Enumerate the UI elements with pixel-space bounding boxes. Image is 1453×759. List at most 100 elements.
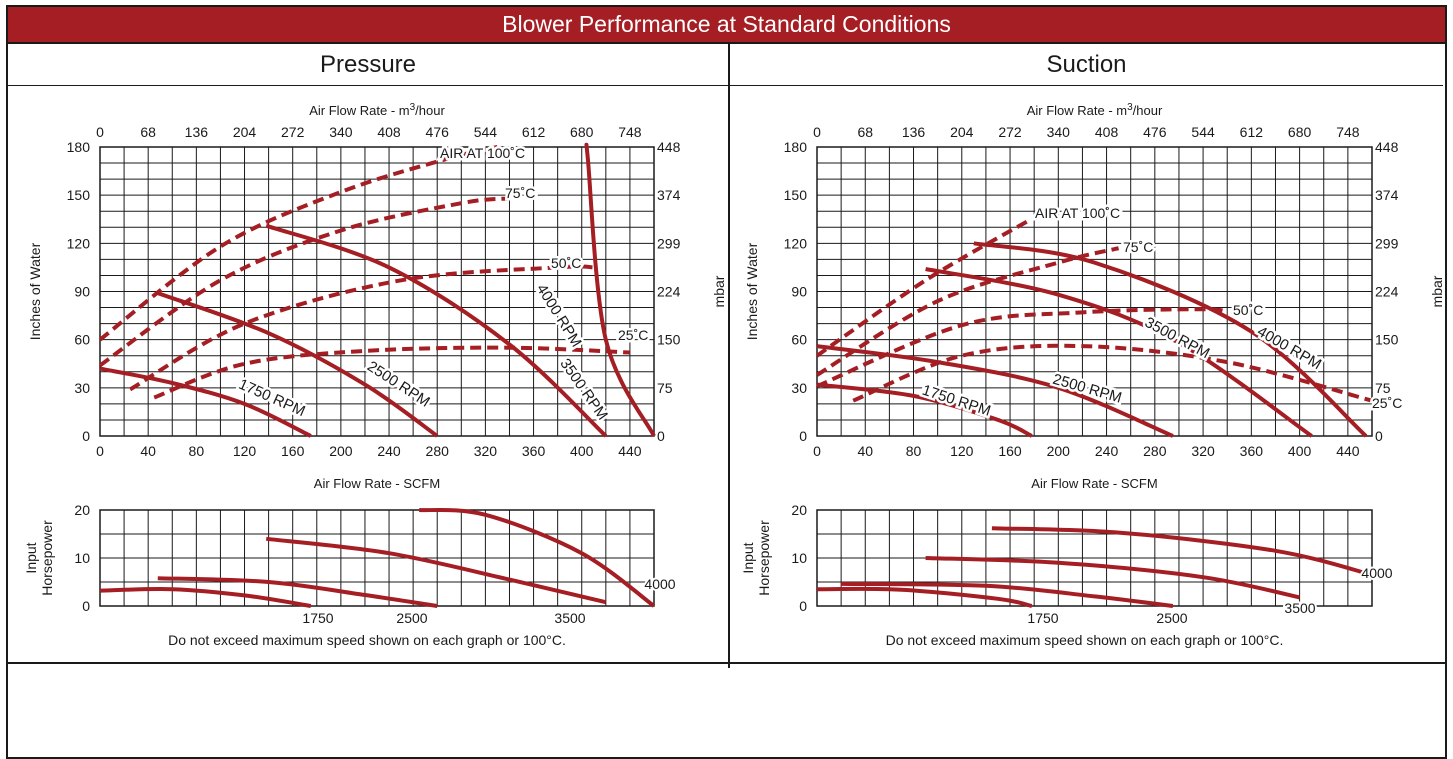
suction-xtick-label: 400	[1288, 443, 1312, 459]
pressure-hp-ylabel-1: Input	[23, 542, 39, 573]
suction-ytick-label: 60	[791, 332, 807, 348]
pressure-y2tick-label: 75	[657, 380, 673, 396]
suction-x-axis-title: Air Flow Rate - SCFM	[1031, 476, 1157, 491]
pressure-hp-series-3500	[265, 536, 607, 605]
suction-series-air-at-100-c	[815, 219, 1030, 358]
suction-x2tick-label: 0	[813, 124, 821, 140]
suction-xtick-label: 440	[1336, 443, 1360, 459]
pressure-x2tick-label: 544	[474, 124, 498, 140]
suction-x2tick-label: 136	[902, 124, 926, 140]
pressure-series-25-c	[153, 345, 630, 400]
pressure-hp-series-1750	[99, 587, 312, 608]
suction-hp-ylabel-1: Input	[740, 542, 756, 573]
pressure-xtick-label: 200	[329, 443, 353, 459]
pressure-x2tick-label: 0	[96, 124, 104, 140]
pressure-xtick-label: 360	[522, 443, 546, 459]
pressure-hp-ytick-label: 10	[74, 550, 90, 566]
suction-hp-border	[816, 509, 1373, 607]
panel-title-suction: Suction	[730, 44, 1443, 86]
suction-x2tick-label: 204	[950, 124, 974, 140]
suction-xtick-label: 80	[906, 443, 922, 459]
pressure-ytick-label: 30	[74, 380, 90, 396]
suction-series-1750-rpm	[816, 382, 1033, 438]
pressure-hp-ylabel-2: Horsepower	[39, 520, 55, 596]
pressure-x2tick-label: 408	[377, 124, 401, 140]
suction-series-2500-rpm	[816, 344, 1174, 438]
pressure-xtick-label: 120	[233, 443, 257, 459]
pressure-ytick-label: 0	[82, 428, 90, 444]
suction-rpm-label: 3500 RPM	[1142, 314, 1213, 362]
suction-hp-ylabel-2: Horsepower	[756, 520, 772, 596]
suction-hp-label: 4000	[1361, 565, 1392, 581]
pressure-y2-axis-title: mbar	[711, 275, 727, 307]
panel-title-pressure: Pressure	[8, 44, 728, 86]
suction-x2tick-label: 340	[1047, 124, 1071, 140]
pressure-hp-label: 4000	[644, 576, 675, 592]
suction-temp-label: 50˚C	[1233, 302, 1263, 318]
suction-x2tick-label: 272	[998, 124, 1022, 140]
pressure-series-75-c	[98, 196, 510, 368]
suction-temp-label: 25˚C	[1372, 395, 1402, 411]
pressure-series-50-c	[129, 264, 594, 392]
pressure-hp-label: 3500	[554, 610, 585, 626]
pressure-xtick-label: 440	[618, 443, 642, 459]
suction-x2-axis-title: Air Flow Rate - m3/hour	[1027, 102, 1163, 118]
pressure-temp-label: 50˚C	[551, 255, 581, 271]
suction-series-4000-rpm	[973, 241, 1368, 438]
pressure-xtick-label: 320	[474, 443, 498, 459]
pressure-hp-border	[99, 509, 655, 607]
suction-xtick-label: 280	[1143, 443, 1167, 459]
pressure-x-axis-title: Air Flow Rate - SCFM	[314, 476, 440, 491]
suction-x2tick-label: 408	[1095, 124, 1119, 140]
pressure-x2tick-label: 476	[426, 124, 450, 140]
pressure-x2tick-label: 68	[140, 124, 156, 140]
suction-x2tick-label: 544	[1191, 124, 1215, 140]
pressure-x2tick-label: 680	[570, 124, 594, 140]
pressure-x2tick-label: 204	[233, 124, 257, 140]
pressure-x2tick-label: 272	[281, 124, 305, 140]
pressure-series-air-at-100-c	[98, 145, 498, 342]
pressure-temp-label: 75˚C	[505, 185, 535, 201]
pressure-max-speed-note: Do not exceed maximum speed shown on eac…	[168, 632, 566, 648]
pressure-y2tick-label: 0	[657, 428, 665, 444]
suction-ytick-label: 90	[791, 284, 807, 300]
pressure-rpm-label: 2500 RPM	[364, 358, 433, 411]
pressure-x2tick-label: 340	[329, 124, 353, 140]
suction-x2tick-label: 680	[1288, 124, 1312, 140]
pressure-y2tick-label: 224	[657, 284, 681, 300]
pressure-hp-ytick-label: 20	[74, 502, 90, 518]
pressure-ytick-label: 180	[67, 139, 91, 155]
suction-hp-series-4000	[991, 526, 1373, 577]
pressure-rpm-label: 1750 RPM	[236, 376, 308, 420]
bottom-divider	[8, 662, 1445, 664]
suction-hp-ytick-label: 20	[791, 502, 807, 518]
suction-y2tick-label: 448	[1375, 139, 1399, 155]
suction-hp-label: 1750	[1027, 610, 1058, 626]
suction-xtick-label: 40	[857, 443, 873, 459]
pressure-x2tick-label: 612	[522, 124, 546, 140]
suction-xtick-label: 0	[813, 443, 821, 459]
suction-xtick-label: 320	[1191, 443, 1215, 459]
pressure-y2tick-label: 448	[657, 139, 681, 155]
suction-y2tick-label: 374	[1375, 187, 1399, 203]
suction-ytick-label: 180	[784, 139, 808, 155]
suction-y2tick-label: 224	[1375, 284, 1399, 300]
pressure-xtick-label: 280	[426, 443, 450, 459]
suction-hp-series-1750	[816, 586, 1033, 608]
pressure-y2tick-label: 150	[657, 332, 681, 348]
pressure-hp-label: 1750	[302, 610, 333, 626]
suction-series-3500-rpm	[925, 267, 1313, 438]
suction-temp-label: 75˚C	[1123, 239, 1153, 255]
pressure-hp-label: 2500	[396, 610, 427, 626]
pressure-series-2500-rpm	[157, 291, 439, 438]
suction-hp-ytick-label: 10	[791, 550, 807, 566]
performance-frame: Blower Performance at Standard Condition…	[6, 5, 1447, 759]
pressure-ytick-label: 90	[74, 284, 90, 300]
pressure-xtick-label: 0	[96, 443, 104, 459]
suction-y-axis-title: Inches of Water	[744, 242, 760, 340]
suction-xtick-label: 160	[998, 443, 1022, 459]
suction-hp-label: 2500	[1156, 610, 1187, 626]
pressure-y2tick-label: 299	[657, 235, 681, 251]
suction-y2tick-label: 75	[1375, 380, 1391, 396]
